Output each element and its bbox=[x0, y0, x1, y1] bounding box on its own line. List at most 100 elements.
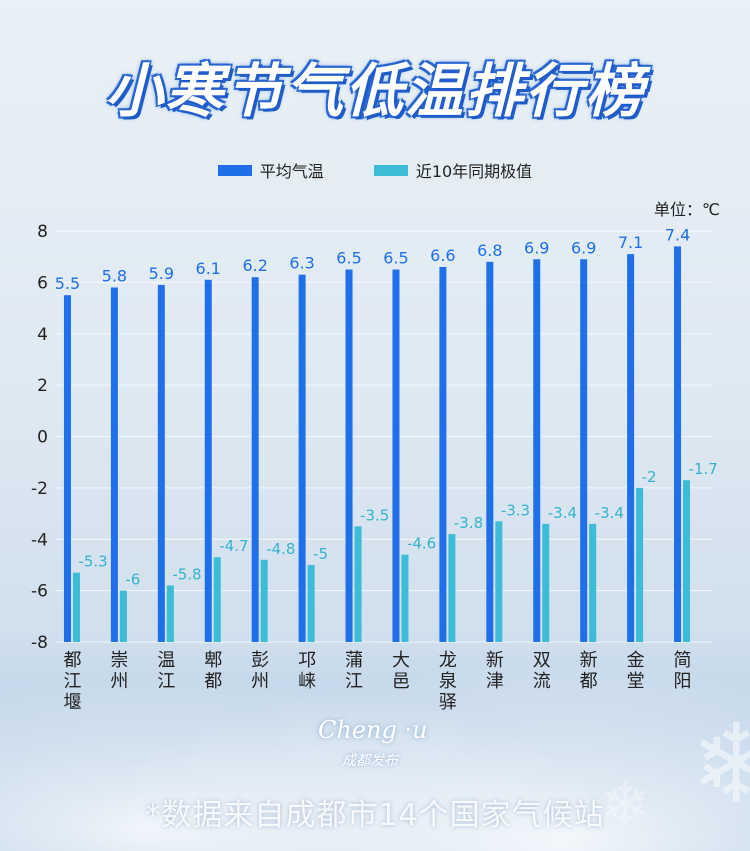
bar-extreme bbox=[354, 526, 362, 642]
bar-extreme bbox=[683, 480, 691, 642]
unit-label: 单位：℃ bbox=[654, 200, 720, 219]
y-tick-label: 4 bbox=[37, 325, 48, 345]
data-label-extreme: -4.8 bbox=[266, 540, 295, 558]
frost-background bbox=[0, 631, 750, 851]
x-tick-label: 简 bbox=[674, 650, 692, 671]
bar-extreme bbox=[307, 564, 315, 642]
x-tick-label: 都 bbox=[580, 671, 598, 692]
bar-avg bbox=[63, 295, 71, 642]
bar-extreme bbox=[260, 559, 268, 642]
bar-avg bbox=[439, 266, 447, 642]
data-label-avg: 5.9 bbox=[149, 264, 174, 283]
legend-item-extreme: 近10年同期极值 bbox=[373, 158, 533, 182]
data-label-avg: 6.2 bbox=[242, 256, 267, 275]
bar-avg bbox=[251, 277, 259, 642]
y-tick-label: 2 bbox=[37, 376, 48, 396]
legend-swatch-avg bbox=[217, 164, 252, 176]
y-tick-label: -2 bbox=[31, 479, 48, 499]
bar-avg bbox=[392, 269, 400, 642]
x-tick-label: 温 bbox=[157, 650, 175, 671]
x-tick-label: 彭 bbox=[251, 650, 269, 671]
bar-avg bbox=[110, 287, 118, 642]
x-tick-label: 堰 bbox=[63, 692, 81, 713]
data-label-extreme: -3.8 bbox=[454, 514, 483, 532]
x-tick-label: 江 bbox=[63, 671, 81, 692]
x-tick-label: 堂 bbox=[627, 671, 645, 692]
x-tick-label: 都 bbox=[204, 671, 222, 692]
legend-label-extreme: 近10年同期极值 bbox=[415, 162, 533, 181]
bar-extreme bbox=[72, 572, 80, 642]
x-tick-label: 崇 bbox=[110, 650, 128, 671]
bar-avg bbox=[157, 284, 165, 642]
bar-extreme bbox=[401, 554, 409, 642]
data-label-extreme: -3.5 bbox=[360, 506, 389, 524]
bar-avg bbox=[204, 279, 212, 642]
data-label-extreme: -1.7 bbox=[689, 460, 718, 478]
x-tick-label: 州 bbox=[110, 671, 128, 692]
x-tick-label: 大 bbox=[392, 650, 410, 671]
legend: 平均气温 近10年同期极值 bbox=[0, 158, 750, 182]
data-label-extreme: -5.3 bbox=[78, 553, 107, 571]
bar-extreme bbox=[589, 523, 597, 642]
data-label-avg: 7.1 bbox=[618, 233, 643, 252]
bar-avg bbox=[627, 254, 635, 642]
bar-avg bbox=[486, 261, 494, 642]
data-label-extreme: -3.4 bbox=[548, 504, 577, 522]
data-label-avg: 6.5 bbox=[336, 249, 361, 268]
x-tick-label: 邑 bbox=[392, 671, 410, 692]
bar-avg bbox=[674, 246, 682, 642]
data-label-avg: 6.6 bbox=[430, 246, 455, 265]
bar-avg bbox=[533, 259, 541, 642]
x-tick-label: 双 bbox=[533, 650, 551, 671]
y-tick-label: 0 bbox=[37, 428, 48, 448]
bar-extreme bbox=[495, 521, 503, 642]
bar-extreme bbox=[448, 534, 456, 642]
data-label-extreme: -2 bbox=[642, 468, 657, 486]
data-label-avg: 5.5 bbox=[55, 274, 80, 293]
y-tick-label: -6 bbox=[31, 582, 48, 602]
bar-avg bbox=[580, 259, 588, 642]
x-tick-label: 新 bbox=[580, 650, 598, 671]
x-tick-label: 江 bbox=[345, 671, 363, 692]
x-tick-label: 州 bbox=[251, 671, 269, 692]
bar-extreme bbox=[166, 585, 174, 642]
data-label-extreme: -4.7 bbox=[219, 537, 248, 555]
legend-item-avg: 平均气温 bbox=[217, 158, 324, 182]
logo-text: Cheng ·u bbox=[318, 716, 428, 744]
x-tick-label: 阳 bbox=[674, 671, 692, 692]
data-label-avg: 6.9 bbox=[524, 238, 549, 257]
data-label-extreme: -5.8 bbox=[172, 565, 201, 583]
data-label-extreme: -4.6 bbox=[407, 535, 436, 553]
data-label-avg: 6.9 bbox=[571, 238, 596, 257]
x-tick-label: 江 bbox=[157, 671, 175, 692]
x-tick-label: 津 bbox=[486, 671, 504, 692]
data-label-extreme: -5 bbox=[313, 545, 328, 563]
x-tick-label: 蒲 bbox=[345, 650, 363, 671]
y-tick-label: -4 bbox=[31, 530, 48, 550]
x-tick-label: 邛 bbox=[298, 650, 316, 671]
x-tick-label: 龙 bbox=[439, 650, 457, 671]
x-tick-label: 流 bbox=[533, 671, 551, 692]
x-tick-label: 都 bbox=[63, 650, 81, 671]
data-label-avg: 6.1 bbox=[196, 259, 221, 278]
data-label-extreme: -3.3 bbox=[501, 501, 530, 519]
x-tick-label: 郫 bbox=[204, 650, 222, 671]
legend-swatch-extreme bbox=[373, 164, 408, 176]
snowflake-icon-small: ❄ bbox=[600, 770, 651, 840]
x-tick-label: 新 bbox=[486, 650, 504, 671]
bar-extreme bbox=[213, 557, 221, 642]
bar-extreme bbox=[119, 590, 127, 642]
legend-label-avg: 平均气温 bbox=[259, 162, 324, 181]
bar-extreme bbox=[542, 523, 550, 642]
data-label-extreme: -3.4 bbox=[595, 504, 624, 522]
logo-subtext: 成都发布 bbox=[342, 753, 398, 769]
data-label-avg: 6.8 bbox=[477, 241, 502, 260]
snowflake-icon: ❄ bbox=[690, 700, 750, 828]
y-tick-label: 8 bbox=[37, 222, 48, 242]
data-label-extreme: -6 bbox=[125, 571, 140, 589]
page-title: 小寒节气低温排行榜 bbox=[104, 57, 645, 125]
bar-avg bbox=[345, 269, 353, 642]
data-label-avg: 6.5 bbox=[383, 249, 408, 268]
bar-avg bbox=[298, 274, 306, 642]
